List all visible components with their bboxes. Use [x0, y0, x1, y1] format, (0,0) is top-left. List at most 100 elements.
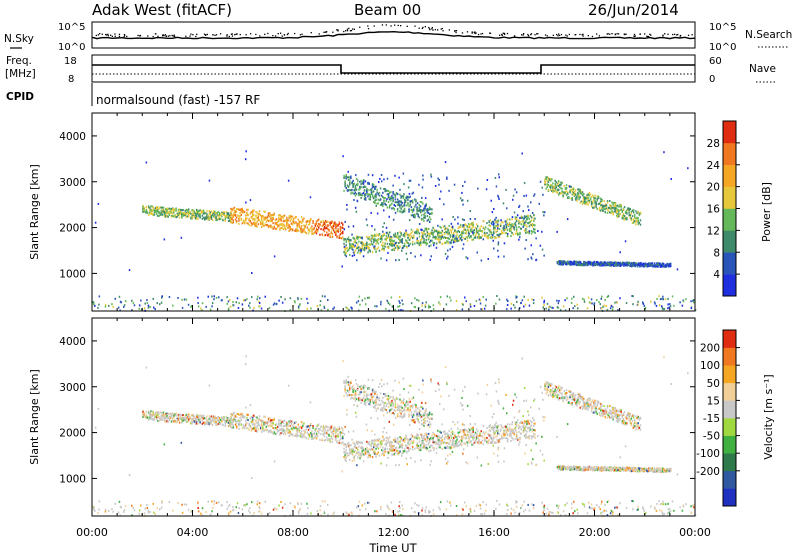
velocity-echo-cell	[342, 437, 344, 440]
power-echo-cell	[166, 210, 168, 213]
velocity-echo-cell	[334, 428, 336, 431]
power-echo-cell	[506, 229, 509, 232]
velocity-echo-cell	[337, 429, 339, 432]
power-echo-cell	[512, 194, 515, 197]
power-echo-cell	[386, 245, 389, 248]
power-echo-cell	[219, 217, 222, 220]
power-echo-cell	[300, 216, 303, 219]
power-echo-cell	[197, 211, 199, 214]
velocity-echo-cell	[166, 414, 168, 417]
power-echo-cell	[241, 209, 244, 212]
power-echo-cell	[168, 296, 171, 298]
power-echo-cell	[598, 209, 601, 211]
power-echo-cell	[506, 207, 508, 210]
power-echo-cell	[475, 223, 478, 226]
velocity-echo-cell	[230, 422, 232, 425]
colorbar-cell	[723, 274, 736, 297]
power-echo-cell	[478, 233, 480, 236]
velocity-echo-cell	[229, 424, 231, 427]
power-echo-cell	[282, 228, 285, 231]
velocity-echo-cell	[316, 430, 319, 432]
noise-search-dot	[281, 35, 283, 37]
power-echo-cell	[346, 307, 349, 310]
velocity-echo-cell	[346, 389, 349, 392]
power-echo-cell	[242, 211, 245, 214]
velocity-echo-cell	[338, 439, 341, 442]
power-echo-cell	[610, 208, 612, 211]
velocity-echo-cell	[294, 434, 296, 437]
power-echo-cell	[209, 213, 212, 216]
power-echo-cell	[210, 217, 213, 220]
power-echo-cell	[367, 189, 369, 192]
power-echo-cell	[163, 215, 166, 218]
velocity-echo-cell	[315, 427, 318, 430]
power-echo-cell	[218, 213, 221, 216]
power-echo-cell	[371, 195, 374, 198]
power-echo-cell	[161, 209, 164, 212]
power-echo-cell	[408, 244, 410, 247]
power-echo-cell	[268, 306, 271, 309]
power-echo-cell	[413, 305, 416, 308]
colorbar-tick-label: 12	[707, 225, 720, 237]
power-echo-cell	[215, 212, 217, 214]
power-echo-cell	[541, 186, 543, 189]
power-echo-cell	[467, 228, 470, 231]
power-echo-cell	[175, 207, 177, 210]
power-echo-cell	[414, 231, 416, 234]
velocity-echo-cell	[224, 423, 226, 425]
power-echo-cell	[372, 183, 375, 186]
power-echo-cell	[570, 302, 573, 304]
power-echo-cell	[463, 237, 465, 240]
power-echo-cell	[296, 222, 298, 225]
velocity-echo-cell	[230, 416, 232, 419]
power-echo-cell	[383, 209, 385, 212]
power-echo-cell	[256, 225, 258, 228]
power-echo-cell	[326, 220, 328, 223]
power-echo-cell	[148, 213, 150, 216]
power-echo-cell	[607, 263, 609, 266]
power-echo-cell	[598, 202, 601, 205]
power-echo-cell	[664, 298, 667, 301]
power-echo-cell	[502, 232, 504, 235]
noise-search-dot	[676, 34, 678, 36]
power-echo-cell	[181, 216, 183, 219]
power-echo-cell	[357, 300, 360, 303]
velocity-echo-cell	[235, 425, 238, 428]
velocity-echo-cell	[336, 441, 338, 444]
power-echo-cell	[498, 298, 501, 301]
power-echo-cell	[572, 191, 575, 194]
power-echo-cell	[398, 235, 400, 238]
power-echo-cell	[492, 220, 494, 223]
power-echo-cell	[146, 211, 149, 214]
power-echo-cell	[603, 207, 605, 210]
velocity-echo-cell	[208, 415, 210, 418]
power-echo-cell	[480, 225, 482, 228]
power-echo-cell	[374, 239, 376, 242]
power-echo-cell	[302, 218, 304, 221]
power-echo-cell	[370, 237, 373, 240]
power-echo-cell	[381, 237, 383, 240]
power-echo-cell	[571, 196, 573, 199]
power-echo-cell	[615, 211, 618, 214]
noise-right-tick-bottom: 10^0	[709, 42, 736, 53]
power-echo-cells	[92, 150, 697, 313]
velocity-echo-cell	[307, 425, 310, 428]
power-echo-cell	[368, 198, 370, 201]
power-echo-cell	[548, 178, 551, 181]
power-echo-cell	[386, 299, 388, 302]
power-echo-cell	[298, 221, 301, 224]
noise-search-dot	[367, 28, 370, 30]
power-echo-cell	[272, 227, 274, 230]
power-echo-cell	[428, 216, 431, 219]
power-echo-cell	[443, 241, 446, 244]
power-echo-cell	[482, 220, 485, 223]
velocity-echo-cell	[255, 427, 257, 430]
power-echo-cell	[593, 264, 595, 267]
power-echo-cell	[152, 297, 154, 300]
velocity-echo-cell	[194, 417, 197, 420]
power-echo-cell	[605, 204, 608, 207]
velocity-echo-cell	[157, 419, 159, 422]
velocity-echo-cell	[175, 414, 177, 417]
velocity-echo-cell	[232, 418, 234, 421]
velocity-echo-cell	[145, 414, 148, 417]
